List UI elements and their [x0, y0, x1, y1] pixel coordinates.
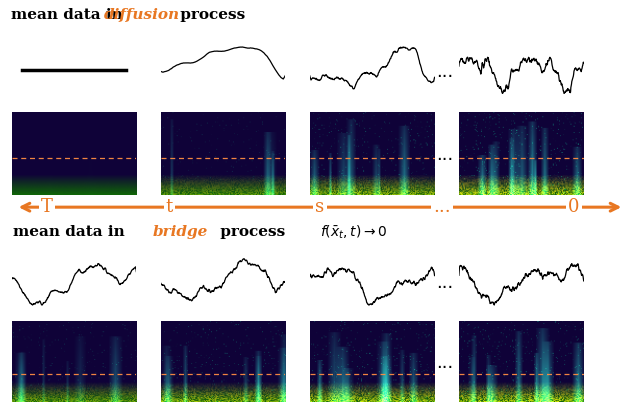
- Text: diffusion: diffusion: [104, 8, 180, 22]
- Text: T: T: [41, 198, 53, 216]
- Text: $f(\bar{x}_t, t) \to 0$: $f(\bar{x}_t, t) \to 0$: [320, 223, 388, 241]
- Text: ...: ...: [436, 146, 453, 164]
- Text: ...: ...: [436, 63, 453, 81]
- Text: t: t: [166, 198, 173, 216]
- Text: 0: 0: [568, 198, 580, 216]
- Text: ...: ...: [436, 354, 453, 372]
- Text: bridge: bridge: [152, 225, 208, 239]
- Text: process: process: [214, 225, 285, 239]
- Text: mean data in: mean data in: [11, 8, 127, 22]
- Text: ...: ...: [436, 274, 453, 292]
- Text: s: s: [316, 198, 324, 216]
- Text: mean data in: mean data in: [13, 225, 130, 239]
- Text: process: process: [175, 8, 245, 22]
- Text: ...: ...: [433, 198, 451, 216]
